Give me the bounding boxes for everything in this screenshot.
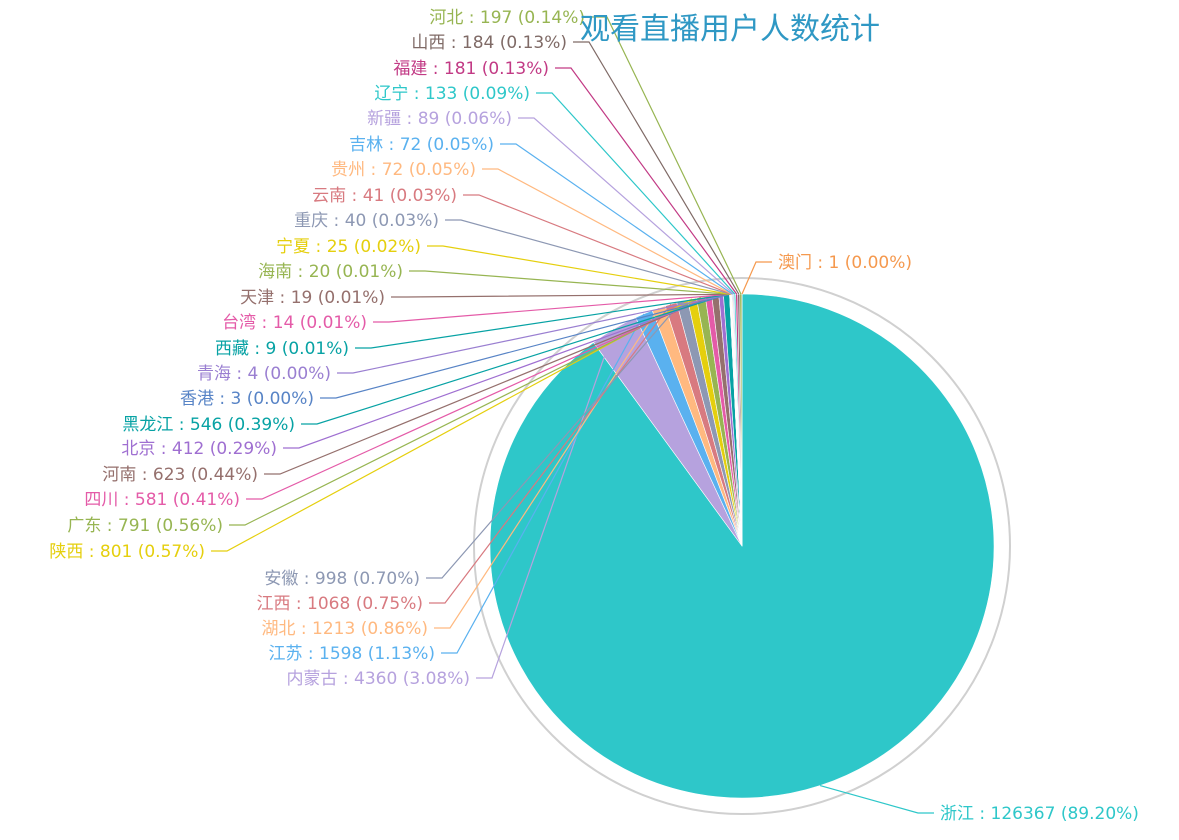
slice-label-5: 安徽 : 998 (0.70%) — [264, 569, 420, 589]
slice-label-20: 云南 : 41 (0.03%) — [312, 186, 457, 206]
label-line-27 — [591, 17, 741, 294]
pie-slices — [490, 294, 994, 798]
slice-label-13: 青海 : 4 (0.00%) — [197, 364, 331, 384]
slice-label-15: 台湾 : 14 (0.01%) — [222, 313, 367, 333]
slice-label-4: 江西 : 1068 (0.75%) — [257, 594, 423, 614]
slice-label-27: 河北 : 197 (0.14%) — [429, 8, 585, 28]
slice-label-16: 天津 : 19 (0.01%) — [240, 288, 385, 308]
slice-label-26: 山西 : 184 (0.13%) — [411, 33, 567, 53]
slice-label-8: 四川 : 581 (0.41%) — [84, 490, 240, 510]
slice-label-17: 海南 : 20 (0.01%) — [258, 262, 403, 282]
label-line-20 — [463, 195, 731, 294]
label-line-22 — [500, 144, 733, 294]
slice-label-22: 吉林 : 72 (0.05%) — [349, 135, 494, 155]
slice-label-9: 河南 : 623 (0.44%) — [102, 465, 258, 485]
label-line-23 — [518, 118, 734, 294]
slice-label-19: 重庆 : 40 (0.03%) — [294, 211, 439, 231]
slice-label-1: 内蒙古 : 4360 (3.08%) — [287, 669, 470, 689]
slice-label-12: 香港 : 3 (0.00%) — [180, 389, 314, 409]
slice-label-2: 江苏 : 1598 (1.13%) — [269, 644, 435, 664]
slice-label-28: 澳门 : 1 (0.00%) — [778, 253, 912, 273]
label-line-18 — [427, 246, 731, 294]
label-line-21 — [482, 169, 732, 294]
slice-label-24: 辽宁 : 133 (0.09%) — [374, 84, 530, 104]
slice-label-14: 西藏 : 9 (0.01%) — [215, 339, 349, 359]
slice-label-21: 贵州 : 72 (0.05%) — [331, 160, 476, 180]
label-line-24 — [536, 93, 735, 294]
slice-label-11: 黑龙江 : 546 (0.39%) — [122, 415, 295, 435]
slice-label-25: 福建 : 181 (0.13%) — [393, 59, 549, 79]
label-line-16 — [391, 294, 730, 297]
slice-label-3: 湖北 : 1213 (0.86%) — [262, 619, 428, 639]
slice-label-6: 陕西 : 801 (0.57%) — [49, 542, 205, 562]
slice-label-10: 北京 : 412 (0.29%) — [121, 439, 277, 459]
label-line-0 — [820, 786, 934, 813]
slice-label-0: 浙江 : 126367 (89.20%) — [940, 804, 1139, 824]
slice-label-18: 宁夏 : 25 (0.02%) — [276, 237, 421, 257]
label-line-26 — [573, 42, 739, 294]
chart-title: 观看直播用户人数统计 — [580, 4, 880, 48]
slice-label-23: 新疆 : 89 (0.06%) — [367, 109, 512, 129]
slice-label-7: 广东 : 791 (0.56%) — [67, 516, 223, 536]
